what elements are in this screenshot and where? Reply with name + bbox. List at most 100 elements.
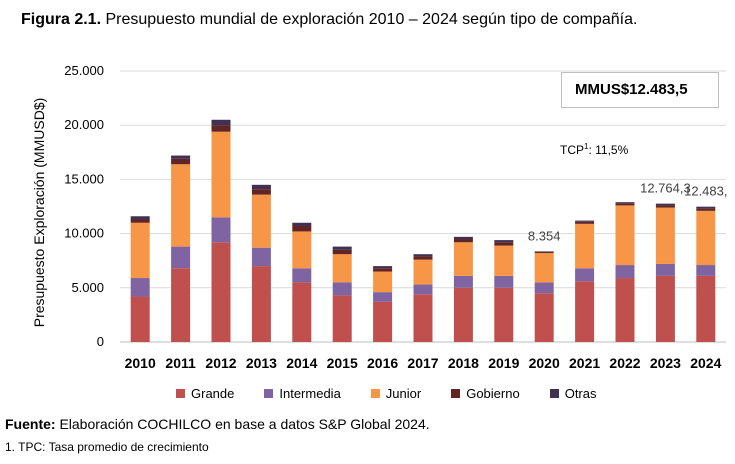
bar-otras-2012 xyxy=(211,119,231,126)
bar-grande-2012 xyxy=(211,242,231,342)
legend-item-junior: Junior xyxy=(370,386,422,401)
legend-swatch xyxy=(176,389,185,398)
legend-item-intermedia: Intermedia xyxy=(264,386,341,401)
bar-gobierno-2014 xyxy=(292,226,312,232)
x-tick-label: 2018 xyxy=(448,355,479,371)
bar-grande-2019 xyxy=(494,287,514,342)
bar-otras-2024 xyxy=(696,206,716,209)
data-label: 8.354 xyxy=(528,228,561,243)
bar-intermedia-2011 xyxy=(171,246,191,269)
legend-label: Intermedia xyxy=(279,386,341,401)
y-tick-label: 10.000 xyxy=(64,226,104,241)
footer-note: 1. TPC: Tasa promedio de crecimiento xyxy=(5,440,209,454)
legend-label: Gobierno xyxy=(466,386,520,401)
x-tick-label: 2019 xyxy=(488,355,519,371)
bar-junior-2016 xyxy=(373,271,393,293)
bar-intermedia-2010 xyxy=(130,278,150,297)
bar-intermedia-2013 xyxy=(251,247,271,267)
x-tick-label: 2012 xyxy=(205,355,236,371)
bar-otras-2019 xyxy=(494,240,514,243)
bar-grande-2023 xyxy=(655,275,675,342)
bar-junior-2021 xyxy=(575,223,595,269)
bar-otras-2015 xyxy=(332,246,352,250)
bar-gobierno-2024 xyxy=(696,208,716,211)
bar-gobierno-2017 xyxy=(413,256,433,260)
bar-otras-2018 xyxy=(453,236,473,240)
bar-grande-2015 xyxy=(332,295,352,342)
data-label: 12.764,3 xyxy=(640,181,691,196)
y-tick-label: 0 xyxy=(97,334,104,349)
bar-junior-2023 xyxy=(655,207,675,264)
bar-otras-2013 xyxy=(251,184,271,190)
bar-otras-2016 xyxy=(373,266,393,269)
y-tick-label: 20.000 xyxy=(64,117,104,132)
x-tick-label: 2013 xyxy=(246,355,277,371)
x-tick-label: 2022 xyxy=(609,355,640,371)
bar-otras-2014 xyxy=(292,222,312,227)
x-tick-label: 2023 xyxy=(650,355,681,371)
bar-intermedia-2016 xyxy=(373,292,393,302)
y-tick-label: 25.000 xyxy=(64,63,104,78)
source-label: Fuente: xyxy=(5,416,56,432)
bar-intermedia-2017 xyxy=(413,284,433,295)
legend-label: Grande xyxy=(191,386,235,401)
bar-grande-2011 xyxy=(171,268,191,342)
bar-gobierno-2015 xyxy=(332,249,352,255)
bar-intermedia-2020 xyxy=(534,282,554,294)
bar-grande-2010 xyxy=(130,296,150,342)
tcp-annotation: TCP1: 11,5% xyxy=(560,142,628,157)
bar-junior-2010 xyxy=(130,222,150,279)
figure-title-text: Presupuesto mundial de exploración 2010 … xyxy=(105,11,638,28)
bar-junior-2013 xyxy=(251,194,271,248)
bar-gobierno-2012 xyxy=(211,125,231,132)
legend-item-gobierno: Gobierno xyxy=(451,386,520,401)
total-callout-box: MMUS$12.483,5 xyxy=(561,72,719,108)
bar-junior-2024 xyxy=(696,210,716,266)
bar-gobierno-2018 xyxy=(453,239,473,243)
bar-junior-2022 xyxy=(615,205,635,266)
legend-swatch xyxy=(549,389,559,398)
bar-junior-2019 xyxy=(494,245,514,276)
x-tick-label: 2024 xyxy=(690,355,721,371)
bar-junior-2012 xyxy=(211,131,231,218)
legend-label: Junior xyxy=(385,386,422,401)
x-tick-label: 2011 xyxy=(165,355,196,371)
legend-swatch xyxy=(370,389,380,398)
bar-otras-2011 xyxy=(171,155,191,159)
source-text: Elaboración COCHILCO en base a datos S&P… xyxy=(55,416,430,432)
tcp-label: TCP xyxy=(560,143,584,157)
x-tick-label: 2021 xyxy=(569,355,600,371)
bar-gobierno-2013 xyxy=(251,189,271,195)
legend-item-grande: Grande xyxy=(176,386,234,401)
x-tick-label: 2014 xyxy=(286,355,317,371)
bar-otras-2021 xyxy=(575,220,595,222)
bar-gobierno-2023 xyxy=(655,205,675,208)
figure-title: Figura 2.1. Presupuesto mundial de explo… xyxy=(21,11,637,29)
bar-intermedia-2014 xyxy=(292,268,312,283)
x-tick-label: 2017 xyxy=(407,355,438,371)
bar-grande-2013 xyxy=(251,266,271,342)
data-label: 12.483, xyxy=(684,184,727,199)
legend-swatch xyxy=(264,389,274,398)
bar-intermedia-2024 xyxy=(696,265,716,276)
bar-junior-2018 xyxy=(453,242,473,276)
footer-source: Fuente: Elaboración COCHILCO en base a d… xyxy=(5,416,430,432)
legend-swatch xyxy=(451,389,461,398)
bar-grande-2020 xyxy=(534,293,554,342)
bar-gobierno-2019 xyxy=(494,242,514,246)
bar-grande-2014 xyxy=(292,282,312,342)
bar-intermedia-2012 xyxy=(211,217,231,243)
bar-otras-2020 xyxy=(534,251,554,253)
legend-label: Otras xyxy=(564,386,597,401)
bar-intermedia-2022 xyxy=(615,265,635,279)
y-tick-label: 15.000 xyxy=(64,171,104,186)
bar-junior-2017 xyxy=(413,259,433,285)
tcp-superscript: 1 xyxy=(584,142,589,151)
bar-grande-2016 xyxy=(373,301,393,342)
legend-item-otras: Otras xyxy=(549,386,597,401)
chart-legend: Grande Intermedia Junior Gobierno Otras xyxy=(176,386,627,401)
bar-gobierno-2011 xyxy=(171,158,191,165)
bar-grande-2018 xyxy=(453,287,473,342)
x-tick-label: 2015 xyxy=(327,355,358,371)
bar-gobierno-2021 xyxy=(575,221,595,224)
